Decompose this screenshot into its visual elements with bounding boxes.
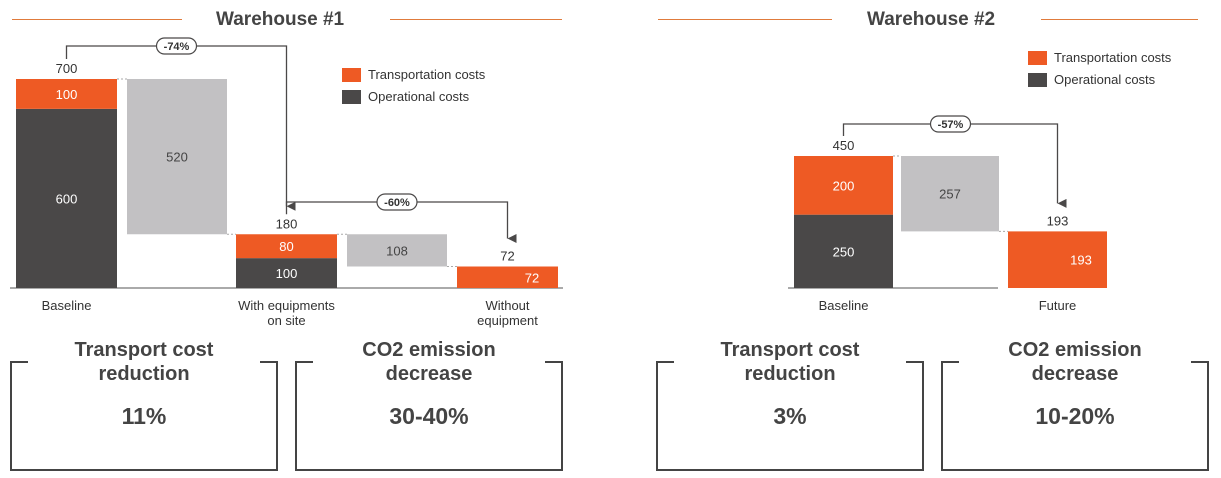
kpi-title: Transport cost reduction	[74, 339, 214, 385]
category-label: Without equipment	[477, 298, 538, 328]
decrease-value: 108	[386, 243, 408, 258]
change-pill	[929, 115, 972, 133]
warehouse-2-waterfall-chart: 250200450Baseline0193193Future257-57%Tra…	[788, 50, 1172, 313]
kpi-co2-emission-decrease: CO2 emission decrease 10-20%	[941, 339, 1209, 471]
change-percent-label: -60%	[384, 197, 410, 209]
decrease-bar	[127, 79, 227, 235]
title-rule-left	[12, 19, 182, 20]
kpi-value: 30-40%	[389, 403, 469, 429]
title-rule-left	[658, 19, 832, 20]
operational-cost-value: 100	[276, 266, 298, 281]
warehouse-1-waterfall-chart: 600 100 700 Baseline 100 80 180 With equipments…	[10, 37, 563, 328]
transport-cost-bar	[1008, 231, 1107, 288]
kpi-frame-top-right	[260, 361, 278, 363]
change-percent-label: -74%	[164, 41, 190, 53]
category-label-line: Future	[1039, 298, 1077, 313]
category-label: Baseline	[819, 298, 869, 313]
decrease-bar	[347, 234, 447, 267]
change-percent-label: -57%	[938, 119, 964, 131]
operational-cost-value: 600	[56, 191, 78, 206]
bar-total-label: 72	[500, 249, 514, 264]
title-rule-right	[390, 19, 562, 20]
decrease-value: 257	[939, 187, 961, 202]
kpi-value: 3%	[773, 403, 807, 429]
kpi-frame-top-left	[10, 361, 28, 363]
kpi-title: CO2 emission decrease	[362, 339, 496, 385]
legend-swatch-transport	[342, 68, 361, 82]
legend-label-transport: Transportation costs	[1054, 50, 1172, 65]
kpi-transport-cost-reduction: Transport cost reduction 3%	[656, 339, 924, 471]
kpi-frame-top-left	[656, 361, 674, 363]
kpi-co2-emission-decrease: CO2 emission decrease 30-40%	[295, 339, 563, 471]
operational-cost-bar	[16, 108, 117, 288]
category-label-line: Without	[485, 298, 529, 313]
category-label: With equipments on site	[238, 298, 335, 328]
legend-swatch-operational	[342, 90, 361, 104]
decrease-value: 520	[166, 150, 188, 165]
kpi-title: Transport cost reduction	[720, 339, 860, 385]
transport-cost-bar	[457, 266, 558, 288]
kpi-frame-top-right	[1191, 361, 1209, 363]
bar-total-label: 180	[276, 216, 298, 231]
category-label-line: With equipments	[238, 298, 335, 313]
legend-label-operational: Operational costs	[368, 89, 470, 104]
warehouse-1-panel: Warehouse #1 600 100 700 Baseline 100 80 180 Wi…	[0, 0, 570, 478]
kpi-title: CO2 emission decrease	[1008, 339, 1142, 385]
transport-cost-bar	[794, 156, 893, 215]
warehouse-1-title: Warehouse #1	[216, 9, 345, 30]
transport-cost-value: 100	[56, 87, 78, 102]
category-label-line: Baseline	[42, 298, 92, 313]
legend-label-transport: Transportation costs	[368, 67, 486, 82]
kpi-frame-top-right	[906, 361, 924, 363]
warehouse-2-title: Warehouse #2	[867, 9, 996, 30]
operational-cost-value: 250	[833, 244, 855, 259]
category-label: Future	[1039, 298, 1077, 313]
category-label-line: on site	[267, 313, 305, 328]
change-pill	[376, 193, 418, 211]
kpi-frame-top-right	[545, 361, 563, 363]
transport-cost-value: 200	[833, 178, 855, 193]
bar-total-label: 450	[833, 138, 855, 153]
bar-total-label: 700	[56, 61, 78, 76]
transport-cost-bar	[236, 234, 337, 259]
kpi-value: 11%	[121, 403, 167, 429]
decrease-bar	[901, 156, 999, 232]
category-label-line: Baseline	[819, 298, 869, 313]
change-pill	[155, 37, 198, 55]
operational-cost-bar	[236, 258, 337, 288]
legend-swatch-transport	[1028, 51, 1047, 65]
legend-swatch-operational	[1028, 73, 1047, 87]
category-label: Baseline	[42, 298, 92, 313]
operational-cost-bar	[794, 214, 893, 288]
title-rule-right	[1041, 19, 1198, 20]
transport-cost-value: 80	[279, 239, 293, 254]
warehouse-2-panel: Warehouse #2 250200450Baseline0193193Fut…	[650, 0, 1221, 478]
transport-cost-value: 72	[525, 270, 539, 285]
legend-label-operational: Operational costs	[1054, 72, 1156, 87]
kpi-transport-cost-reduction: Transport cost reduction 11%	[10, 339, 278, 471]
transport-cost-bar	[16, 79, 117, 109]
kpi-frame-top-left	[941, 361, 959, 363]
transport-cost-value: 193	[1070, 253, 1092, 268]
category-label-line: equipment	[477, 313, 538, 328]
kpi-value: 10-20%	[1035, 403, 1115, 429]
bar-total-label: 193	[1047, 213, 1069, 228]
kpi-frame-top-left	[295, 361, 313, 363]
